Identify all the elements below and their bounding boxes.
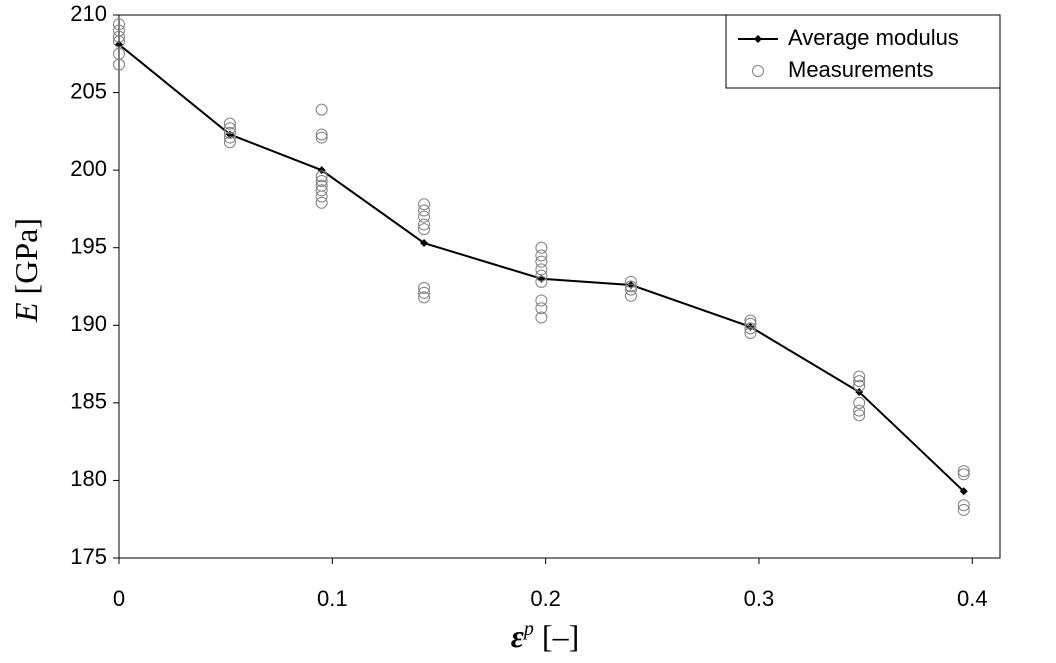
x-label-superscript: p: [522, 618, 534, 640]
circle-marker: [315, 196, 328, 209]
circle-marker: [853, 375, 866, 388]
diamond-marker: [317, 166, 326, 175]
circle-marker: [853, 404, 866, 417]
y-tick-label: 210: [70, 1, 107, 26]
x-label-unit: [–]: [542, 618, 579, 654]
circle-marker: [744, 322, 757, 335]
x-tick-label: 0: [113, 586, 125, 611]
circle-marker: [223, 126, 236, 139]
diamond-marker: [420, 239, 429, 248]
x-tick-label: 0.4: [957, 586, 988, 611]
x-tick-label: 0.3: [744, 586, 775, 611]
circle-marker: [418, 282, 431, 295]
circle-marker: [957, 465, 970, 478]
circle-marker: [113, 35, 125, 48]
circle-marker: [113, 18, 125, 31]
circle-marker: [744, 317, 757, 330]
circle-marker: [535, 311, 548, 324]
diamond-marker: [959, 487, 968, 496]
y-axis-label: E [GPa]: [8, 218, 44, 323]
y-label-symbol: E: [8, 302, 44, 323]
plot-frame: [118, 14, 1001, 559]
x-axis-label: εp [–]: [511, 618, 579, 655]
circle-marker: [853, 409, 866, 422]
circle-marker: [957, 499, 970, 512]
circle-marker: [223, 131, 236, 144]
circle-marker: [223, 117, 236, 130]
circle-marker: [418, 291, 431, 304]
circle-marker: [315, 184, 328, 197]
series-line: [118, 43, 965, 493]
circle-marker: [315, 190, 328, 203]
y-tick-label: 205: [70, 78, 107, 103]
legend-label: Average modulus: [788, 25, 959, 50]
diamond-marker: [754, 35, 762, 43]
circle-marker: [535, 249, 548, 262]
circle-marker: [957, 503, 970, 516]
y-tick-label: 200: [70, 156, 107, 181]
circle-marker: [315, 128, 328, 141]
circle-marker: [535, 255, 548, 268]
circle-marker: [223, 136, 236, 149]
y-label-unit: [GPa]: [8, 218, 44, 294]
x-tick-label: 0.2: [530, 586, 561, 611]
circle-marker: [624, 275, 637, 288]
circle-marker: [315, 170, 328, 183]
circle-marker: [624, 289, 637, 302]
circle-marker: [113, 30, 125, 43]
circle-marker: [624, 280, 637, 293]
circle-marker: [223, 122, 236, 135]
circle-marker: [315, 175, 328, 188]
y-tick-label: 175: [70, 544, 107, 569]
circle-marker: [535, 269, 548, 282]
circle-marker: [418, 286, 431, 299]
y-tick-label: 185: [70, 389, 107, 414]
circle-marker: [418, 223, 431, 236]
circle-marker: [315, 131, 328, 144]
circle-marker: [535, 302, 548, 315]
circle-marker: [624, 283, 637, 296]
circle-marker: [315, 103, 328, 116]
circle-marker: [853, 396, 866, 409]
diamond-marker: [855, 387, 864, 396]
y-tick-label: 180: [70, 466, 107, 491]
circle-marker: [853, 370, 866, 383]
circle-marker: [957, 468, 970, 481]
circle-marker: [853, 379, 866, 392]
circle-marker: [418, 218, 431, 231]
y-tick-label: 190: [70, 311, 107, 336]
circle-marker: [418, 204, 431, 217]
circle-marker: [535, 294, 548, 307]
x-label-symbol: ε: [511, 618, 524, 654]
y-tick-label: 195: [70, 234, 107, 259]
circle-marker: [418, 198, 431, 211]
circle-marker: [113, 58, 125, 71]
legend-label: Measurements: [788, 57, 934, 82]
circle-marker: [535, 275, 548, 288]
x-tick-label: 0.1: [317, 586, 348, 611]
circle-marker: [535, 241, 548, 254]
circle-marker: [752, 65, 764, 77]
legend-box: [725, 14, 1001, 89]
circle-marker: [744, 314, 757, 327]
circle-marker: [744, 327, 757, 340]
circle-marker: [535, 263, 548, 276]
circle-marker: [418, 210, 431, 223]
